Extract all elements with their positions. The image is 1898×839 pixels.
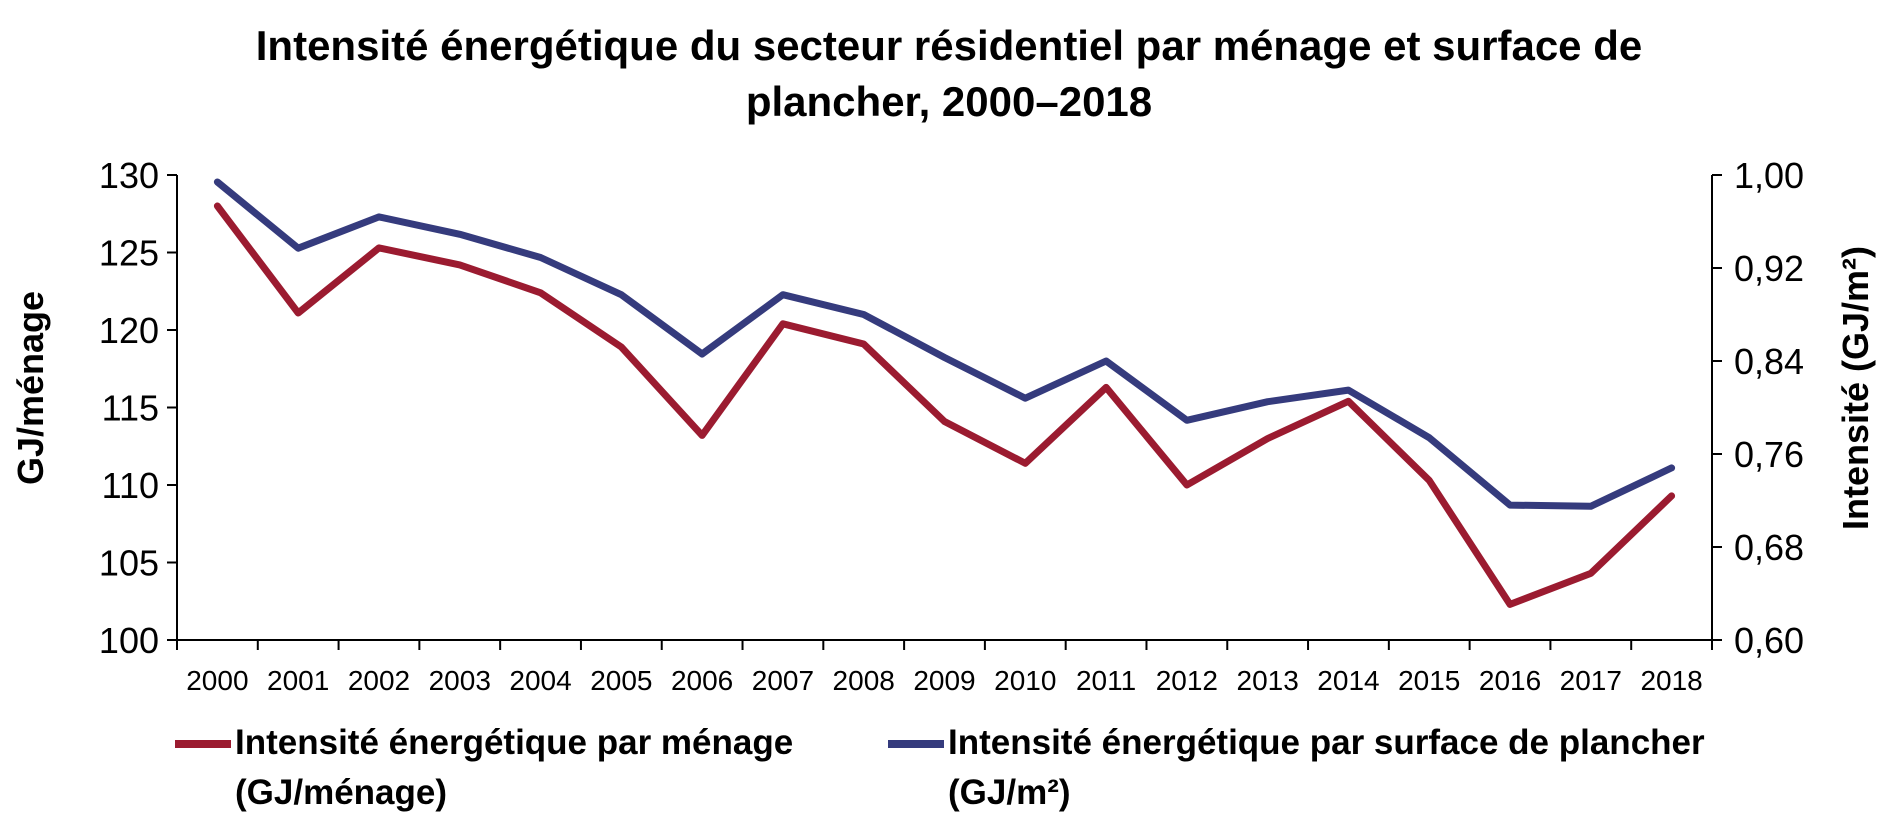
series-line-floor-area [213,178,1676,510]
y-right-tick-label: 0,84 [1734,341,1804,382]
chart-title: Intensité énergétique du secteur résiden… [0,18,1898,130]
x-tick-label: 2006 [671,665,733,696]
series-layer [213,178,1676,608]
y-right-tick-label: 1,00 [1734,155,1804,196]
legend-label-household-line-2: (GJ/ménage) [235,773,447,812]
y-right-tick-label: 0,76 [1734,434,1804,475]
x-tick-label: 2011 [1076,665,1136,696]
y-left-tick-label: 105 [99,543,159,584]
legend-label-household-line-1: Intensité énergétique par ménage [235,723,794,762]
y-right-tick-label: 0,68 [1734,527,1804,568]
x-tick-label: 2017 [1560,665,1622,696]
x-tick-label: 2013 [1237,665,1299,696]
x-tick-label: 2002 [348,665,410,696]
x-tick-label: 2009 [913,665,975,696]
legend-swatch-household [175,740,231,748]
x-tick-label: 2005 [590,665,652,696]
y-left-tick-label: 115 [102,388,159,429]
series-line-household [213,202,1676,608]
y-axis-right-label: Intensité (GJ/m²) [1835,246,1876,530]
axes: 100 105 110 115 120 125 130 0,60 0,68 0,76 0,84 0,9… [99,155,1804,696]
y-right-tick-label: 0,92 [1734,248,1804,289]
legend-label-floor-area-line-2: (GJ/m²) [948,773,1071,812]
x-tick-label: 2004 [509,665,571,696]
y-right-tick-label: 0,60 [1734,620,1804,661]
legend-label-floor-area-line-1: Intensité énergétique par surface de pla… [948,723,1705,762]
x-tick-label: 2018 [1640,665,1702,696]
x-tick-label: 2007 [752,665,814,696]
y-axis-left-label: GJ/ménage [10,291,51,485]
y-left-tick-label: 120 [99,310,159,351]
x-tick-label: 2014 [1317,665,1379,696]
x-tick-label: 2001 [267,665,329,696]
legend-item-floor-area: Intensité énergétique par surface de pla… [888,718,1705,818]
x-tick-label: 2012 [1156,665,1218,696]
y-left-tick-label: 110 [102,465,159,506]
x-tick-label: 2008 [833,665,895,696]
legend-item-household: Intensité énergétique par ménage (GJ/mén… [175,718,793,818]
x-tick-label: 2003 [429,665,491,696]
legend-swatch-floor-area [888,740,944,748]
x-tick-label: 2000 [186,665,248,696]
x-tick-label: 2016 [1479,665,1541,696]
y-left-tick-label: 130 [99,155,159,196]
chart-title-line-2: plancher, 2000–2018 [745,78,1153,125]
x-tick-label: 2010 [994,665,1056,696]
y-left-tick-label: 125 [99,233,159,274]
x-tick-label: 2015 [1398,665,1460,696]
chart-title-line-1: Intensité énergétique du secteur résiden… [255,22,1643,69]
y-left-tick-label: 100 [99,620,159,661]
